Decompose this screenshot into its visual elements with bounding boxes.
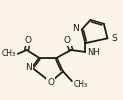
Text: S: S	[111, 34, 117, 43]
Text: CH₃: CH₃	[2, 49, 16, 58]
Text: N: N	[25, 63, 32, 72]
Text: CH₃: CH₃	[74, 80, 88, 88]
Text: O: O	[64, 36, 71, 45]
Text: O: O	[25, 36, 32, 45]
Text: O: O	[47, 78, 54, 87]
Text: N: N	[72, 24, 79, 33]
Text: NH: NH	[87, 48, 100, 57]
